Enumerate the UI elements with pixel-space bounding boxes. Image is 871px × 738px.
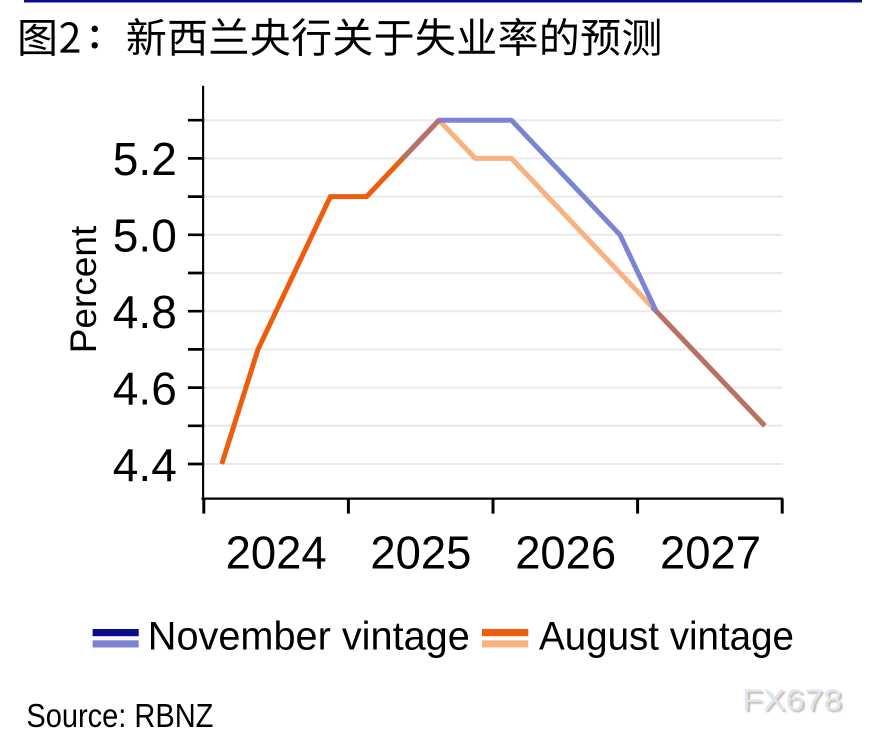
svg-text:2024: 2024 [226,527,327,579]
svg-text:4.4: 4.4 [113,439,177,491]
svg-text:Percent: Percent [63,225,104,353]
svg-text:August vintage: August vintage [539,615,794,659]
svg-text:5.2: 5.2 [113,133,177,185]
svg-text:4.8: 4.8 [113,286,177,338]
svg-text:2027: 2027 [660,527,761,579]
svg-text:Source: RBNZ: Source: RBNZ [26,697,213,734]
svg-text:November vintage: November vintage [148,615,470,659]
svg-text:2025: 2025 [370,527,471,579]
svg-text:5.0: 5.0 [113,210,177,262]
svg-text:FX678: FX678 [744,686,844,719]
svg-text:2026: 2026 [515,527,616,579]
svg-text:FX678: FX678 [742,684,842,717]
svg-text:4.6: 4.6 [113,362,177,414]
